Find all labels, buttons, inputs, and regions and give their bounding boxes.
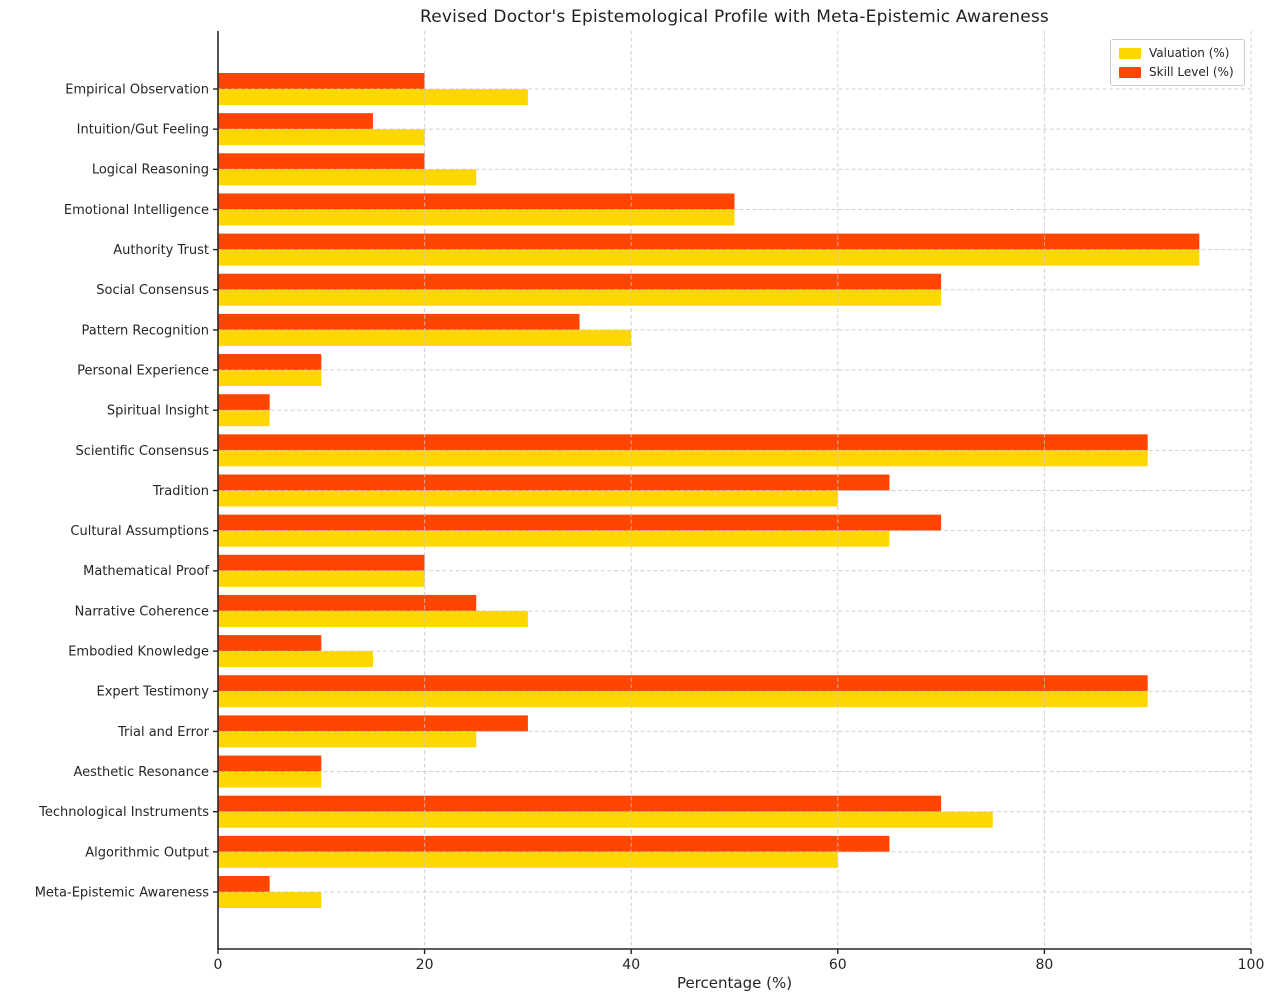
legend-item-skill: Skill Level (%) (1119, 65, 1234, 79)
bar-valuation-emotional-intelligence (218, 209, 735, 226)
bar-valuation-technological-instruments (218, 811, 993, 828)
grid-layer (218, 31, 1252, 949)
bar-skill-expert-testimony (218, 675, 1148, 692)
y-tick-label-trial-and-error: Trial and Error (117, 725, 210, 740)
bar-skill-technological-instruments (218, 795, 942, 812)
bar-skill-emotional-intelligence (218, 193, 735, 210)
y-tick-label-intuition-gut-feeling: Intuition/Gut Feeling (77, 123, 209, 138)
bar-skill-algorithmic-output (218, 835, 890, 852)
bar-valuation-personal-experience (218, 370, 322, 387)
y-tick-label-social-consensus: Social Consensus (96, 283, 209, 298)
y-tick-label-pattern-recognition: Pattern Recognition (82, 323, 209, 338)
bar-valuation-tradition (218, 490, 838, 507)
bar-valuation-aesthetic-resonance (218, 771, 322, 788)
bars-layer (218, 73, 1200, 908)
bar-skill-embodied-knowledge (218, 635, 322, 652)
y-tick-label-meta-epistemic-awareness: Meta-Epistemic Awareness (35, 885, 210, 900)
bar-valuation-intuition-gut-feeling (218, 129, 425, 146)
bar-skill-logical-reasoning (218, 153, 425, 170)
y-tick-label-cultural-assumptions: Cultural Assumptions (70, 524, 209, 539)
bar-skill-spiritual-insight (218, 394, 270, 411)
legend: Valuation (%) Skill Level (%) (1110, 39, 1245, 86)
bar-skill-aesthetic-resonance (218, 755, 322, 772)
y-tick-label-aesthetic-resonance: Aesthetic Resonance (73, 765, 209, 780)
y-tick-label-empirical-observation: Empirical Observation (65, 82, 209, 97)
y-tick-label-narrative-coherence: Narrative Coherence (75, 604, 209, 619)
bar-skill-intuition-gut-feeling (218, 113, 373, 130)
bar-valuation-scientific-consensus (218, 450, 1148, 467)
bar-valuation-empirical-observation (218, 89, 528, 105)
bar-skill-tradition (218, 474, 890, 491)
y-tick-label-authority-trust: Authority Trust (113, 243, 209, 258)
y-tick-label-algorithmic-output: Algorithmic Output (85, 845, 209, 860)
bar-valuation-spiritual-insight (218, 410, 270, 427)
axes-layer: 0 20 40 60 80 100 Empirical Observation Intuiti… (35, 31, 1265, 992)
bar-valuation-logical-reasoning (218, 169, 477, 186)
bar-valuation-algorithmic-output (218, 851, 838, 868)
x-tick-label-60: 60 (829, 957, 847, 973)
y-tick-label-personal-experience: Personal Experience (77, 363, 209, 378)
y-tick-label-expert-testimony: Expert Testimony (97, 685, 210, 700)
bar-skill-pattern-recognition (218, 313, 580, 330)
bar-skill-narrative-coherence (218, 594, 477, 611)
bar-valuation-mathematical-proof (218, 570, 425, 587)
y-tick-label-embodied-knowledge: Embodied Knowledge (68, 645, 209, 660)
y-tick-label-tradition: Tradition (152, 484, 209, 499)
y-tick-label-spiritual-insight: Spiritual Insight (107, 404, 209, 419)
bar-valuation-embodied-knowledge (218, 651, 373, 668)
bar-valuation-meta-epistemic-awareness (218, 892, 322, 908)
bar-valuation-cultural-assumptions (218, 530, 890, 547)
bar-skill-trial-and-error (218, 715, 528, 732)
bar-valuation-authority-trust (218, 249, 1200, 266)
x-tick-label-80: 80 (1035, 957, 1053, 973)
chart-title: Revised Doctor's Epistemological Profile… (420, 7, 1049, 27)
legend-item-valuation: Valuation (%) (1119, 46, 1234, 60)
bar-skill-personal-experience (218, 354, 322, 371)
y-tick-label-emotional-intelligence: Emotional Intelligence (64, 203, 209, 218)
bar-valuation-social-consensus (218, 289, 942, 306)
bar-skill-scientific-consensus (218, 434, 1148, 451)
y-tick-label-mathematical-proof: Mathematical Proof (83, 564, 209, 579)
bar-skill-social-consensus (218, 273, 942, 290)
bar-skill-meta-epistemic-awareness (218, 876, 270, 892)
valuation-swatch-icon (1119, 47, 1141, 59)
bar-valuation-trial-and-error (218, 731, 477, 748)
legend-label-valuation: Valuation (%) (1149, 46, 1230, 60)
bar-skill-empirical-observation (218, 73, 425, 89)
y-tick-label-technological-instruments: Technological Instruments (38, 805, 209, 820)
x-axis-label: Percentage (%) (677, 974, 792, 992)
bar-skill-mathematical-proof (218, 554, 425, 571)
x-tick-label-20: 20 (416, 957, 434, 973)
x-tick-label-100: 100 (1238, 957, 1265, 973)
bar-skill-authority-trust (218, 233, 1200, 250)
x-tick-label-40: 40 (622, 957, 640, 973)
x-tick-label-0: 0 (214, 957, 223, 973)
skill-swatch-icon (1119, 66, 1141, 78)
y-tick-label-scientific-consensus: Scientific Consensus (76, 444, 210, 459)
bar-valuation-expert-testimony (218, 691, 1148, 708)
bar-skill-cultural-assumptions (218, 514, 942, 531)
y-tick-label-logical-reasoning: Logical Reasoning (92, 163, 209, 178)
bar-valuation-narrative-coherence (218, 610, 528, 627)
legend-label-skill: Skill Level (%) (1149, 65, 1234, 79)
